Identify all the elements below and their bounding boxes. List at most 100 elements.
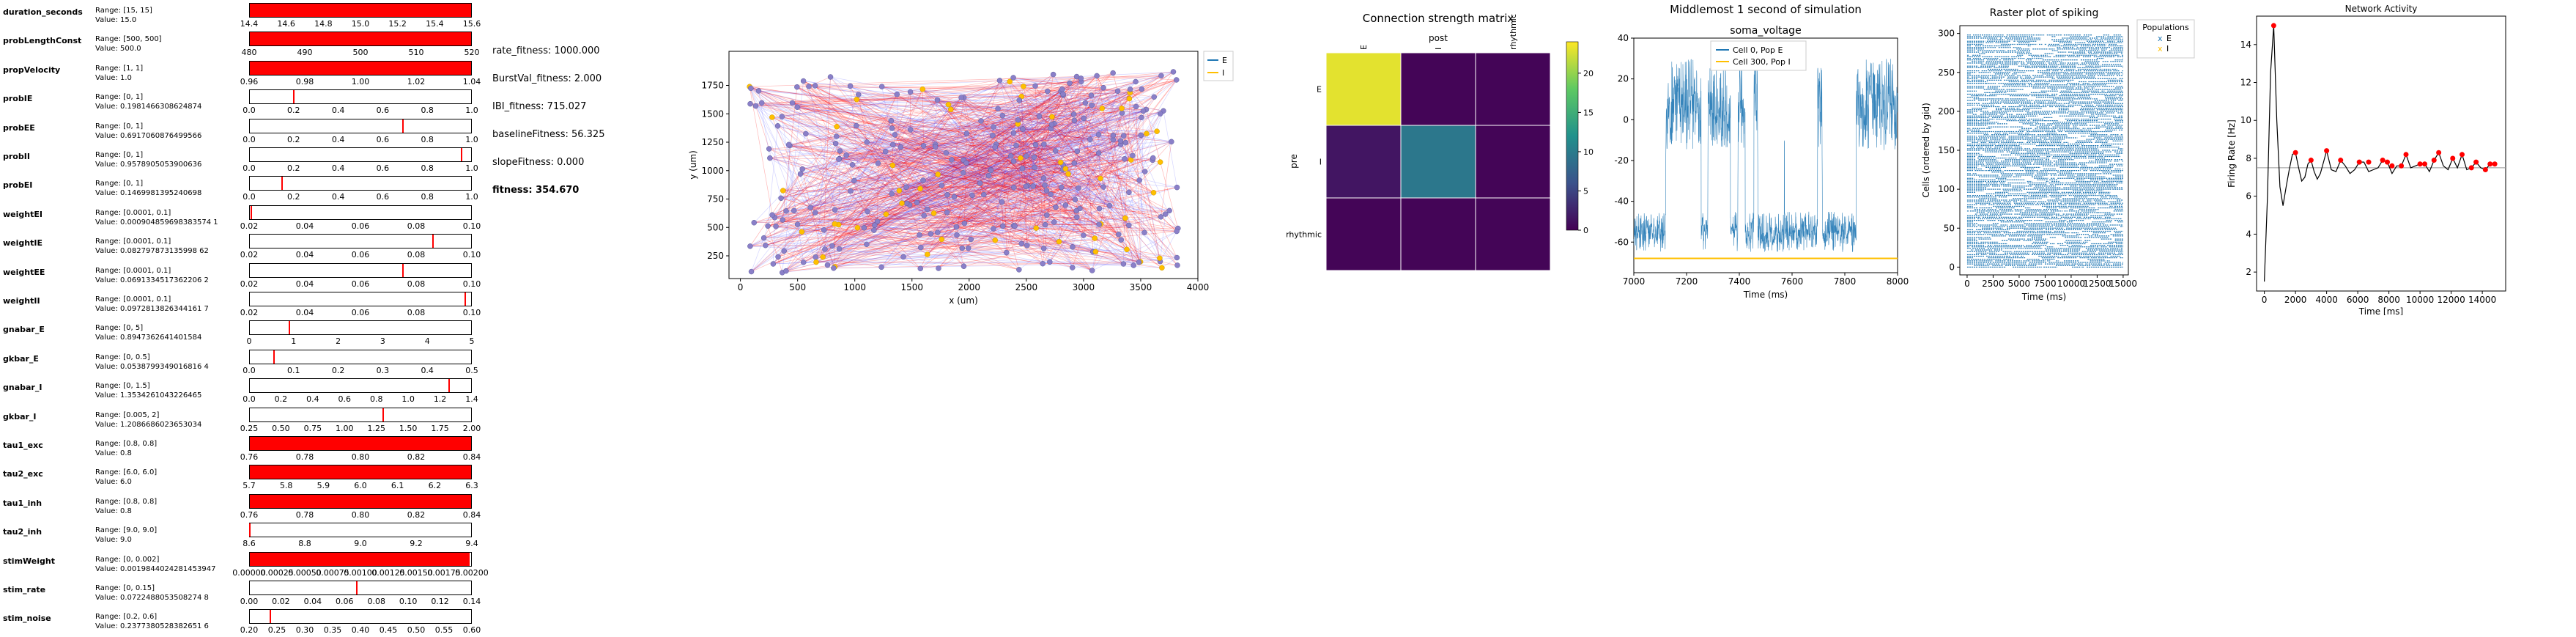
- parameter-tick-label: 0.76: [240, 510, 259, 520]
- parameter-name: stimWeight: [3, 556, 55, 566]
- neuron-E: [1158, 111, 1163, 117]
- parameter-bar: [249, 494, 472, 509]
- neuron-I: [1155, 129, 1160, 134]
- neuron-E: [1128, 86, 1133, 92]
- neuron-E: [825, 262, 830, 268]
- neuron-E: [917, 232, 922, 238]
- parameter-tick-label: 5.7: [243, 481, 256, 490]
- net-ytick-label: 750: [707, 194, 724, 205]
- parameter-range: Range: [0.8, 0.8]: [95, 440, 157, 448]
- neuron-E: [1020, 126, 1025, 131]
- neuron-I: [899, 201, 904, 206]
- parameter-tick-label: 14.6: [277, 19, 295, 29]
- parameter-tick-label: 6.2: [429, 481, 442, 490]
- legend-title: Populations: [2142, 23, 2189, 32]
- raster-ytick-label: 300: [1938, 29, 1955, 39]
- parameter-tick-label: 0.08: [407, 250, 426, 259]
- neuron-E: [856, 92, 861, 97]
- colorbar-tick-label: 20: [1583, 69, 1594, 78]
- x-axis-label: Time (ms): [1743, 290, 1788, 300]
- neuron-E: [1115, 89, 1120, 94]
- neuron-I: [780, 188, 785, 194]
- parameter-value-marker: [270, 610, 271, 623]
- neuron-E: [801, 78, 806, 84]
- parameter-tick-label: 0.25: [268, 625, 286, 635]
- neuron-E: [962, 221, 967, 226]
- colorbar-tick-label: 5: [1583, 186, 1588, 196]
- neuron-E: [1008, 153, 1013, 158]
- net-xtick-label: 4000: [1187, 282, 1210, 292]
- parameter-tick-label: 0.10: [463, 221, 481, 231]
- neuron-E: [844, 152, 849, 158]
- parameter-value-marker: [273, 350, 275, 364]
- neuron-E: [1051, 72, 1056, 77]
- neuron-E: [829, 243, 834, 248]
- neuron-E: [833, 141, 838, 146]
- neuron-E: [780, 217, 785, 222]
- parameter-tick-label: 0.02: [240, 279, 259, 289]
- neuron-E: [991, 125, 996, 130]
- neuron-E: [821, 227, 826, 232]
- neuron-E: [904, 185, 909, 190]
- neuron-E: [1047, 259, 1052, 265]
- neuron-E: [1074, 208, 1079, 213]
- neuron-E: [1107, 203, 1112, 208]
- neuron-E: [1024, 243, 1029, 248]
- burst-peak: [2483, 167, 2488, 172]
- parameter-value: Value: 0.9578905053900636: [95, 161, 201, 169]
- neuron-I: [920, 86, 925, 92]
- burst-peak: [2404, 152, 2409, 157]
- neuron-E: [1067, 81, 1072, 86]
- neuron-E: [961, 264, 966, 269]
- neuron-I: [925, 252, 930, 257]
- neuron-E: [1101, 185, 1106, 190]
- parameter-tick-label: 0.14: [463, 597, 481, 606]
- matrix-cell: [1476, 125, 1550, 198]
- neuron-E: [1174, 77, 1179, 82]
- parameter-value: Value: 0.0972813826344161 7: [95, 305, 209, 313]
- parameter-bar: [249, 350, 472, 364]
- raster-ytick-label: 0: [1949, 262, 1955, 272]
- neuron-E: [1017, 97, 1022, 103]
- chart-title: Raster plot of spiking: [1990, 7, 2099, 19]
- rate-xtick-label: 6000: [2347, 295, 2369, 305]
- parameter-range: Range: [0.0001, 0.1]: [95, 238, 171, 246]
- neuron-I: [884, 212, 889, 217]
- matrix-cell: [1476, 53, 1550, 125]
- parameter-value: Value: 0.6917060876499566: [95, 132, 201, 140]
- raster-ytick-label: 250: [1938, 67, 1955, 78]
- parameter-tick-label: 0.55: [435, 625, 454, 635]
- neuron-E: [944, 210, 950, 215]
- parameter-range: Range: [0, 1.5]: [95, 382, 150, 390]
- parameter-tick-label: 0.4: [332, 163, 345, 173]
- col-label: I: [1434, 48, 1443, 50]
- burst-peak: [2399, 163, 2404, 169]
- neuron-E: [774, 224, 779, 229]
- neuron-E: [1174, 262, 1180, 268]
- parameter-range: Range: [15, 15]: [95, 7, 152, 15]
- parameter-bar-fill: [250, 62, 471, 75]
- parameter-tick-label: 0.8: [421, 135, 434, 144]
- neuron-I: [1100, 106, 1105, 111]
- neuron-E: [935, 230, 940, 235]
- net-xtick-label: 2500: [1015, 282, 1038, 292]
- parameter-range: Range: [0.2, 0.6]: [95, 613, 157, 621]
- parameter-value: Value: 0.082797873135998 62: [95, 247, 209, 255]
- neuron-E: [1081, 116, 1087, 121]
- fitness-line: rate_fitness: 1000.000: [492, 45, 600, 56]
- neuron-E: [876, 161, 881, 166]
- parameter-name: probLengthConst: [3, 36, 81, 45]
- neuron-E: [999, 199, 1004, 205]
- neuron-E: [808, 205, 813, 210]
- neuron-I: [948, 107, 953, 112]
- neuron-E: [1111, 133, 1116, 138]
- parameter-tick-label: 0.6: [377, 135, 390, 144]
- neuron-I: [821, 254, 826, 259]
- parameter-bar: [249, 61, 472, 76]
